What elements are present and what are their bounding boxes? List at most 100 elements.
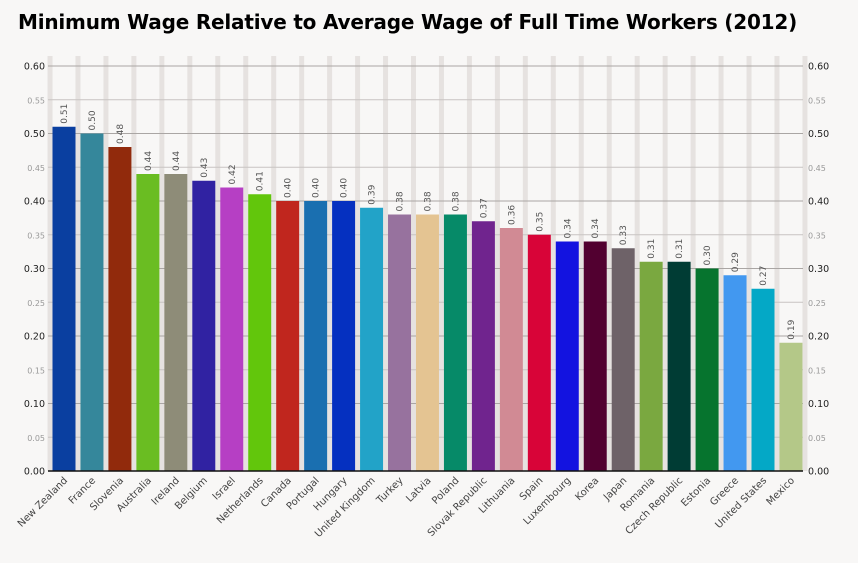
y-tick-label-left: 0.25	[27, 299, 45, 308]
bar	[276, 201, 300, 471]
bar	[555, 241, 579, 471]
grid-stripe	[271, 56, 277, 471]
data-label: 0.35	[535, 212, 545, 232]
x-tick-label: United States	[713, 475, 769, 531]
y-tick-label-left: 0.35	[27, 231, 45, 240]
grid-stripe	[187, 56, 193, 471]
data-label: 0.43	[200, 158, 210, 178]
grid-stripe	[327, 56, 333, 471]
bar	[471, 221, 495, 471]
x-tick-label: Mexico	[765, 475, 797, 507]
y-tick-label-left: 0.20	[24, 332, 45, 343]
y-tick-label-left: 0.45	[27, 164, 45, 173]
x-tick-label: Korea	[574, 475, 602, 503]
bar	[388, 214, 412, 471]
grid-stripe	[606, 56, 612, 471]
bar	[220, 187, 244, 471]
bar	[639, 261, 663, 471]
bar	[360, 207, 384, 471]
x-tick-label: Turkey	[374, 475, 406, 507]
data-label: 0.40	[284, 178, 294, 198]
data-label: 0.38	[396, 191, 406, 211]
bar	[248, 194, 272, 471]
bar	[723, 275, 747, 471]
data-label: 0.38	[423, 191, 433, 211]
bar	[751, 288, 775, 471]
bar	[779, 342, 803, 471]
data-label: 0.40	[340, 178, 350, 198]
y-tick-label-right: 0.30	[808, 264, 829, 275]
y-tick-label-left: 0.55	[27, 96, 45, 105]
grid-stripe	[47, 56, 53, 471]
y-tick-label-right: 0.50	[808, 129, 829, 140]
grid-stripe	[690, 56, 696, 471]
bar	[611, 248, 635, 471]
y-tick-label-right: 0.45	[808, 164, 826, 173]
grid-stripe	[383, 56, 389, 471]
x-tick-label: New Zealand	[16, 475, 70, 529]
grid-stripe	[718, 56, 724, 471]
grid-stripe	[438, 56, 444, 471]
data-label: 0.48	[116, 124, 126, 144]
grid-stripe	[802, 56, 808, 471]
data-label: 0.51	[60, 104, 70, 124]
data-label: 0.37	[479, 198, 489, 218]
bar	[136, 174, 160, 471]
y-tick-label-left: 0.00	[24, 467, 45, 478]
grid-stripe	[494, 56, 500, 471]
grid-stripe	[215, 56, 221, 471]
grid-stripe	[578, 56, 584, 471]
y-tick-label-left: 0.15	[27, 366, 45, 375]
x-tick-label: Estonia	[679, 475, 713, 509]
bar	[527, 234, 551, 471]
y-tick-label-right: 0.15	[808, 366, 826, 375]
bar	[80, 133, 104, 471]
data-label: 0.19	[787, 319, 797, 339]
y-tick-label-right: 0.25	[808, 299, 826, 308]
data-label: 0.39	[368, 184, 378, 204]
data-label: 0.40	[312, 178, 322, 198]
data-label: 0.31	[647, 239, 657, 259]
grid-stripe	[411, 56, 416, 471]
grid-stripe	[746, 56, 752, 471]
data-label: 0.41	[256, 171, 266, 191]
y-tick-label-left: 0.60	[24, 62, 45, 73]
grid-stripe	[243, 56, 249, 471]
data-label: 0.29	[731, 252, 741, 272]
y-tick-label-right: 0.40	[808, 197, 829, 208]
grid-stripe	[522, 56, 528, 471]
bar	[52, 126, 76, 471]
grid-stripe	[75, 56, 81, 471]
y-tick-label-left: 0.05	[27, 434, 45, 443]
data-label: 0.44	[172, 151, 182, 171]
data-label: 0.31	[675, 239, 685, 259]
y-tick-label-right: 0.10	[808, 399, 829, 410]
grid-stripe	[550, 56, 556, 471]
data-label: 0.33	[619, 225, 629, 245]
bar	[499, 228, 523, 471]
chart-title: Minimum Wage Relative to Average Wage of…	[18, 10, 798, 34]
grid-stripe	[355, 56, 361, 471]
grid-stripe	[466, 56, 472, 471]
y-tick-label-right: 0.35	[808, 231, 826, 240]
grid-stripe	[159, 56, 165, 471]
grid-stripe	[299, 56, 305, 471]
x-tick-label: Latvia	[404, 475, 433, 504]
data-label: 0.44	[144, 151, 154, 171]
grid-stripe	[774, 56, 780, 471]
bar	[108, 147, 132, 471]
bar	[192, 180, 216, 471]
bar	[667, 261, 691, 471]
grid-stripe	[103, 56, 109, 471]
y-tick-label-right: 0.60	[808, 62, 829, 73]
y-tick-label-left: 0.10	[24, 399, 45, 410]
data-label: 0.38	[451, 191, 461, 211]
bar	[443, 214, 467, 471]
data-label: 0.50	[88, 110, 98, 130]
grid-stripe	[131, 56, 137, 471]
data-label: 0.27	[759, 266, 769, 286]
y-tick-label-right: 0.20	[808, 332, 829, 343]
bar	[332, 201, 356, 471]
grid-stripe	[634, 56, 640, 471]
